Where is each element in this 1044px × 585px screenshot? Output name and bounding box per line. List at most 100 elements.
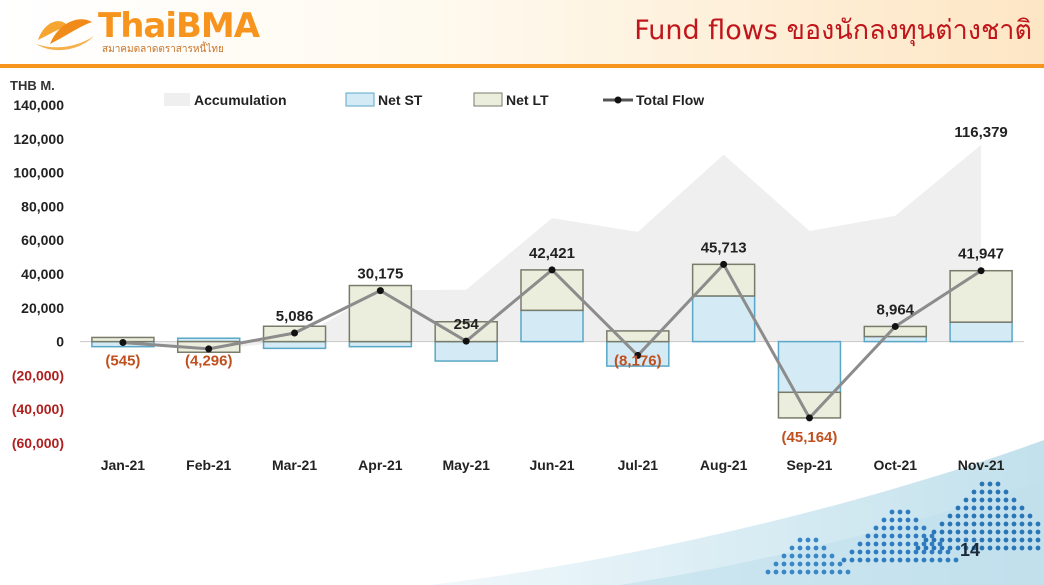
decorative-dot [897, 549, 903, 555]
x-tick-label: Jun-21 [529, 457, 574, 473]
data-label: (8,176) [614, 353, 662, 370]
decorative-dot [865, 533, 871, 539]
decorative-dot [873, 533, 879, 539]
decorative-dot [813, 545, 819, 551]
legend-label-net-st: Net ST [378, 92, 423, 108]
x-tick-label: Jan-21 [101, 457, 146, 473]
decorative-dot [1011, 497, 1017, 503]
y-tick-label: 60,000 [21, 232, 64, 248]
decorative-dot [971, 505, 977, 511]
decorative-dot [881, 549, 887, 555]
decorative-dot [829, 561, 835, 567]
data-label: 5,086 [276, 308, 314, 325]
decorative-dot [955, 537, 961, 543]
decorative-dot [979, 497, 985, 503]
decorative-dot [921, 533, 927, 539]
decorative-dot [1027, 545, 1033, 551]
decorative-dot [857, 541, 863, 547]
decorative-dot [931, 529, 937, 535]
decorative-dot [995, 481, 1001, 487]
decorative-dot [881, 533, 887, 539]
decorative-dot [913, 525, 919, 531]
decorative-dot [781, 569, 787, 575]
data-label: 41,947 [958, 246, 1004, 263]
x-tick-label: Jul-21 [618, 457, 659, 473]
decorative-dot [963, 497, 969, 503]
legend: Accumulation Net ST Net LT Total Flow [164, 92, 704, 108]
decorative-dot [937, 549, 943, 555]
decorative-dot [929, 541, 935, 547]
decorative-dot [805, 569, 811, 575]
decorative-dot [849, 557, 855, 563]
y-axis-title: THB M. [10, 78, 55, 93]
decorative-dot [1003, 489, 1009, 495]
y-tick-label: 20,000 [21, 300, 64, 316]
page-title: Fund flows ของนักลงทุนต่างชาติ [634, 15, 1032, 46]
decorative-dot [947, 529, 953, 535]
y-tick-label: (60,000) [12, 435, 64, 451]
decorative-dot [1019, 513, 1025, 519]
decorative-dot [939, 537, 945, 543]
data-label: 116,379 [954, 124, 1007, 141]
decorative-dot [955, 529, 961, 535]
decorative-dot [773, 569, 779, 575]
legend-label-net-lt: Net LT [506, 92, 549, 108]
decorative-dot [1019, 545, 1025, 551]
decorative-dot [873, 525, 879, 531]
decorative-dot [897, 557, 903, 563]
decorative-dot [873, 549, 879, 555]
decorative-dot [923, 545, 929, 551]
decorative-dot [987, 537, 993, 543]
y-tick-label: 80,000 [21, 198, 64, 214]
decorative-dot [963, 537, 969, 543]
y-tick-label: (20,000) [12, 367, 64, 383]
decorative-dot [805, 553, 811, 559]
total-flow-point [891, 322, 899, 330]
total-flow-point [977, 267, 985, 275]
decorative-dot [947, 537, 953, 543]
decorative-dot [1003, 545, 1009, 551]
decorative-dot [789, 545, 795, 551]
y-tick-label: 0 [56, 334, 64, 350]
decorative-dot [789, 569, 795, 575]
x-tick-label: Sep-21 [786, 457, 832, 473]
decorative-dot [889, 509, 895, 515]
legend-label-total-flow: Total Flow [636, 92, 704, 108]
y-tick-label: (40,000) [12, 401, 64, 417]
decorative-dot [1035, 537, 1041, 543]
decorative-dot [889, 517, 895, 523]
decorative-dot [995, 529, 1001, 535]
net-st-bar [520, 309, 584, 343]
x-tick-label: Mar-21 [272, 457, 317, 473]
decorative-dot [905, 509, 911, 515]
decorative-dot [821, 545, 827, 551]
decorative-dot [955, 505, 961, 511]
total-flow-point [805, 414, 813, 422]
decorative-dot [955, 521, 961, 527]
decorative-dot [995, 513, 1001, 519]
decorative-dot [905, 541, 911, 547]
decorative-dot [939, 521, 945, 527]
decorative-dot [945, 557, 951, 563]
accumulation-area [122, 144, 982, 350]
decorative-dot [1011, 529, 1017, 535]
page-number: 14 [960, 540, 981, 560]
decorative-dot [913, 517, 919, 523]
net-st-bar [262, 340, 327, 350]
y-tick-label: 120,000 [13, 131, 64, 147]
data-label: 254 [454, 316, 480, 333]
x-tick-label: Aug-21 [700, 457, 748, 473]
decorative-dot [921, 557, 927, 563]
decorative-dot [979, 537, 985, 543]
decorative-dot [995, 537, 1001, 543]
decorative-dot [953, 557, 959, 563]
decorative-dot [1035, 529, 1041, 535]
decorative-dot [947, 545, 953, 551]
slide-header: ThaiBMA สมาคมตลาดตราสารหนี้ไทย Fund flow… [0, 0, 1044, 64]
total-flow-point [548, 266, 556, 274]
decorative-dot [971, 513, 977, 519]
decorative-dot [913, 533, 919, 539]
decorative-dot [1027, 513, 1033, 519]
decorative-dot [921, 541, 927, 547]
legend-swatch-net-lt [473, 92, 503, 107]
